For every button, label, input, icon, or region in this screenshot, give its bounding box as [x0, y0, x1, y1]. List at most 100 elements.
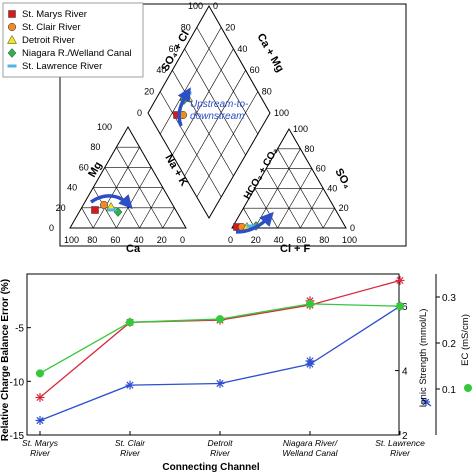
y2-tick-label: 6	[402, 302, 408, 313]
x-tick-label: St. Clair	[115, 438, 146, 448]
x-tick-label: River	[390, 448, 411, 458]
diamond-right-tick: 20	[225, 22, 235, 32]
y1-series-point	[35, 392, 45, 402]
diamond-gridline	[196, 91, 259, 198]
legend-marker	[7, 22, 17, 32]
x-tick-label: River	[210, 448, 231, 458]
cation-point	[91, 206, 99, 214]
cation-triangle-outline	[69, 125, 187, 229]
x-tick-label: St. Lawrence	[375, 438, 425, 448]
piper-diagram: 1001008080606040402020000020204040606080…	[2, 1, 407, 255]
diamond-left-tick: 80	[181, 22, 191, 32]
x-tick-label: River	[120, 448, 141, 458]
x-tick-label: Niagara River/	[283, 438, 339, 448]
y2-series-extra-point	[305, 356, 315, 366]
diamond-right-tick: 80	[262, 87, 272, 97]
y3-series-point	[216, 315, 224, 324]
diamond-gridline	[159, 91, 222, 198]
anion-triangle-gridline	[277, 148, 324, 229]
legend-label: Niagara R./Welland Canal	[22, 48, 132, 59]
diamond-gridline	[184, 70, 246, 177]
cation-left-tick: 60	[79, 162, 89, 172]
y2-series-point	[35, 416, 45, 426]
anion-right-tick: 80	[304, 144, 314, 154]
diamond-left-tick: 20	[144, 87, 154, 97]
trend-annotation: Upstream-to- downstream	[190, 99, 251, 122]
legend-marker	[7, 34, 17, 44]
diamond-left-tick: 40	[156, 65, 166, 75]
diamond-right-tick: 60	[250, 65, 260, 75]
y3-series-point	[126, 318, 134, 327]
cation-bottom-tick: 20	[157, 235, 167, 245]
anion-right-tick: 40	[327, 183, 337, 193]
diamond-gridline	[172, 48, 234, 156]
y2-axis: 2 4 6	[395, 274, 432, 442]
y3-axis: 0.1 0.2 0.3	[435, 274, 472, 435]
diamond-right-tick: 40	[237, 44, 247, 54]
y3-series-point	[306, 299, 314, 308]
cation-left-tick: 40	[67, 183, 77, 193]
cation-left-tick: 80	[90, 142, 100, 152]
cation-bottom-tick: 0	[180, 235, 185, 245]
x-tick-label: Welland Canal	[282, 448, 338, 458]
y3-tick-label: 0.2	[442, 339, 456, 350]
trend-arrow-anion	[235, 211, 274, 234]
legend-label: St. Clair River	[22, 22, 81, 33]
anion-bottom-tick: 80	[319, 235, 329, 245]
series-layer	[35, 275, 405, 426]
y2-series-point	[125, 380, 135, 390]
anion-point	[246, 224, 256, 228]
y1-axis: -15 -10 -5	[10, 324, 31, 442]
diamond-gridline	[184, 48, 246, 156]
anion-bottom-tick: 0	[228, 235, 233, 245]
x-tick-label: Detroit	[207, 438, 233, 448]
piper-tick-labels: 1001008080606040402020000020204040606080…	[49, 1, 357, 245]
y2-series-point	[215, 378, 225, 388]
x-tick-label: St. Marys	[22, 438, 59, 448]
trend-arrow-diamond	[177, 87, 191, 127]
cation-bottom-tick: 80	[87, 235, 97, 245]
anion-triangle-gridline	[277, 168, 313, 229]
diamond-left-tick: 60	[169, 44, 179, 54]
y3-series-point	[36, 369, 44, 378]
y2-tick-label: 4	[402, 367, 408, 378]
y3-tick-label: 0.1	[442, 385, 456, 396]
y3-series-point	[396, 302, 404, 311]
line-chart: -15-10-5 246 0.10.20.3 St. MarysRiverSt.…	[0, 273, 472, 473]
cation-triangle-gridline	[116, 147, 164, 229]
legend-marker	[7, 48, 17, 58]
anion-triangle-gridline	[322, 208, 335, 229]
diamond-outline	[147, 4, 271, 219]
anion-bottom-tick: 60	[296, 235, 306, 245]
cation-bottom-tick: 100	[64, 235, 79, 245]
cation-left-tick: 100	[97, 122, 112, 132]
y3-tick-label: 0.3	[442, 293, 456, 304]
y2-axis-label: Ionic Strength (mmol/L)	[418, 309, 429, 408]
y3-legend-marker	[464, 384, 472, 392]
cation-bottom-axis-label: Ca	[126, 243, 141, 255]
cation-triangle-gridline	[116, 167, 152, 229]
x-axis-label: Connecting Channel	[162, 462, 259, 473]
legend-marker	[7, 64, 17, 68]
anion-right-tick: 0	[350, 223, 355, 233]
cation-triangle-gridline	[92, 147, 140, 229]
trend-arrow-cation	[90, 194, 133, 210]
legend-label: St. Lawrence River	[22, 61, 102, 72]
diamond-gridline	[159, 27, 222, 135]
cation-left-tick: 0	[49, 223, 54, 233]
legend-label: St. Marys River	[22, 9, 87, 20]
y1-tick-label: -5	[15, 324, 24, 335]
anion-right-tick: 60	[316, 164, 326, 174]
y1-tick-label: -10	[10, 377, 25, 388]
cation-point	[107, 208, 117, 212]
cation-bottom-tick: 60	[110, 235, 120, 245]
diamond-right-tick: 100	[274, 108, 289, 118]
cation-bottom-tick: 40	[134, 235, 144, 245]
anion-right-tick: 100	[293, 124, 308, 134]
x-tick-label: River	[30, 448, 51, 458]
cation-triangle-gridline	[81, 207, 94, 229]
line-chart-plot-area	[26, 273, 400, 436]
piper-grids	[69, 4, 347, 229]
